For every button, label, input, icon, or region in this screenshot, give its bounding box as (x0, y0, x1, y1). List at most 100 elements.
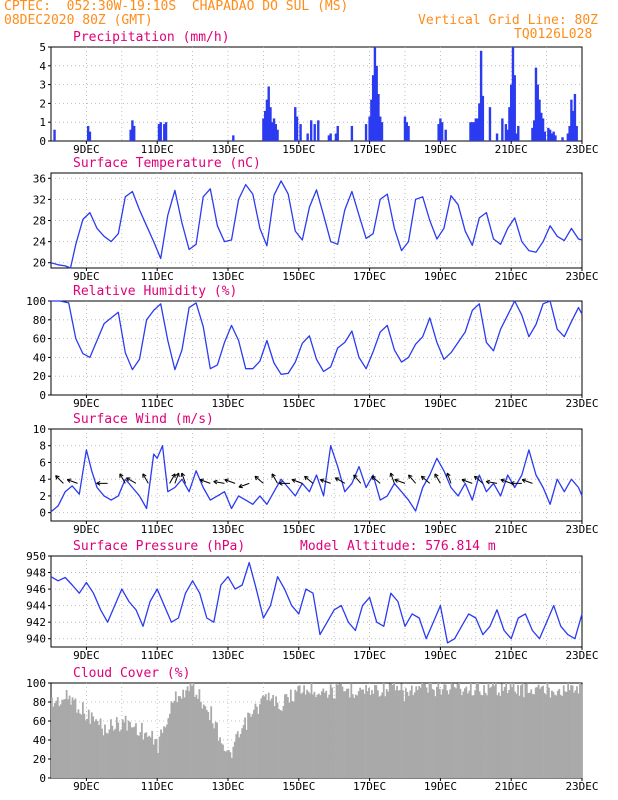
cloud-bar (173, 700, 176, 778)
plot-frame (50, 428, 583, 522)
cloud-bar (52, 706, 55, 778)
cloud-bar (284, 694, 286, 778)
cloud-bar (266, 700, 269, 778)
x-tick-label: 21DEC (495, 270, 528, 283)
wind-arrow (320, 479, 331, 484)
cloud-bar (263, 696, 266, 778)
y-tick-label: 0 (39, 507, 46, 520)
precip-bar (262, 118, 265, 141)
cloud-bar (477, 683, 480, 778)
cloud-bar (53, 703, 56, 778)
precip-bar (370, 99, 373, 141)
cloud-bar (360, 689, 363, 778)
cloud-bar (149, 737, 152, 778)
cloud-bar (350, 683, 353, 778)
wind-arrow-head (271, 473, 276, 477)
cloud-bar (365, 684, 367, 778)
cloud-bar (430, 683, 432, 778)
precip-bar (86, 125, 90, 141)
panel-6: 0 20 40 60 80 100 9DEC 11DEC 13DEC 15DEC 17DEC 19DE… (26, 666, 598, 793)
cloud-bar (427, 692, 429, 778)
cloud-bar (182, 689, 185, 778)
cloud-bar (198, 689, 201, 778)
wind-arrow-head (319, 479, 324, 483)
wind-arrow-head (178, 472, 180, 478)
wind-arrow (119, 473, 126, 484)
cloud-bar (132, 727, 134, 778)
wind-arrow (213, 480, 225, 484)
cloud-bar (329, 684, 332, 778)
cloud-bar (353, 697, 356, 778)
cloud-bar (242, 725, 245, 778)
y-tick-label: 0 (39, 772, 46, 785)
precip-bar (350, 125, 354, 141)
panel-3: 0 20 40 60 80 100 9DEC 11DEC 13DEC 15DEC 17DEC 19DE… (26, 284, 598, 410)
y-tick-label: 946 (26, 583, 46, 596)
precip-bar (377, 94, 380, 141)
wind-arrow (521, 479, 533, 484)
cloud-bar (542, 685, 544, 778)
cloud-bar (223, 750, 226, 778)
cloud-bar (435, 686, 438, 778)
y-tick-label: 32 (33, 193, 46, 206)
cloud-bar (347, 688, 350, 778)
wind-arrow (500, 479, 512, 484)
y-tick-label: 10 (33, 423, 46, 436)
station-title: CPTEC: 052:30W-19:10S CHAPADAO DO SUL (M… (4, 0, 349, 14)
x-tick-label: 17DEC (353, 523, 386, 536)
cloud-bar (378, 696, 381, 778)
cloud-bar (261, 695, 264, 778)
cloud-bar (171, 702, 174, 778)
cloud-bar (424, 683, 426, 778)
cloud-bar (158, 736, 161, 778)
cloud-bar (465, 686, 468, 778)
cloud-bar (384, 696, 387, 778)
cloud-bar (402, 690, 404, 778)
precip-bar (364, 124, 368, 141)
cloud-bar (475, 683, 478, 778)
precip-bar (371, 75, 375, 141)
wind-arrow (254, 475, 264, 484)
y-tick-label: 944 (26, 600, 46, 613)
cloud-bar (537, 684, 540, 778)
x-tick-label: 17DEC (353, 397, 386, 410)
precip-bar (570, 99, 573, 141)
wind-arrow-head (390, 472, 394, 477)
cloud-bar (260, 698, 263, 778)
wind-arrow-head (213, 481, 218, 485)
y-tick-label: 2 (39, 97, 46, 110)
cloud-bar (123, 722, 126, 778)
wind-arrow-head (67, 478, 72, 481)
cloud-bar (440, 694, 443, 778)
series-line (50, 180, 583, 269)
cloud-bar (87, 709, 90, 778)
precip-bar (299, 124, 302, 141)
precip-bar (368, 116, 371, 141)
cloud-bar (369, 694, 372, 778)
y-tick-label: 6 (39, 456, 46, 469)
precip-bar (552, 131, 555, 141)
cloud-bar (390, 683, 393, 778)
x-tick-label: 15DEC (282, 270, 315, 283)
precip-bar (508, 107, 511, 141)
cloud-bar (65, 689, 68, 778)
x-tick-label: 11DEC (141, 649, 174, 662)
wind-arrow (304, 475, 314, 484)
precip-bar (274, 124, 277, 141)
cloud-bar (143, 733, 146, 778)
x-tick-label: 15DEC (282, 649, 315, 662)
precip-bar (571, 110, 575, 141)
cloud-bar (323, 692, 326, 778)
cloud-bar (194, 696, 196, 778)
cloud-bar (545, 694, 547, 778)
cloud-bar (177, 696, 180, 778)
cloud-bar (267, 692, 270, 778)
x-tick-label: 23DEC (565, 143, 598, 156)
wind-arrow-head (461, 478, 466, 481)
cloud-bar (403, 701, 406, 778)
x-tick-label: 13DEC (211, 780, 244, 793)
cloud-bar (163, 726, 165, 778)
cloud-bar (528, 692, 531, 778)
precip-bar (271, 122, 274, 141)
wind-arrow (335, 477, 346, 484)
